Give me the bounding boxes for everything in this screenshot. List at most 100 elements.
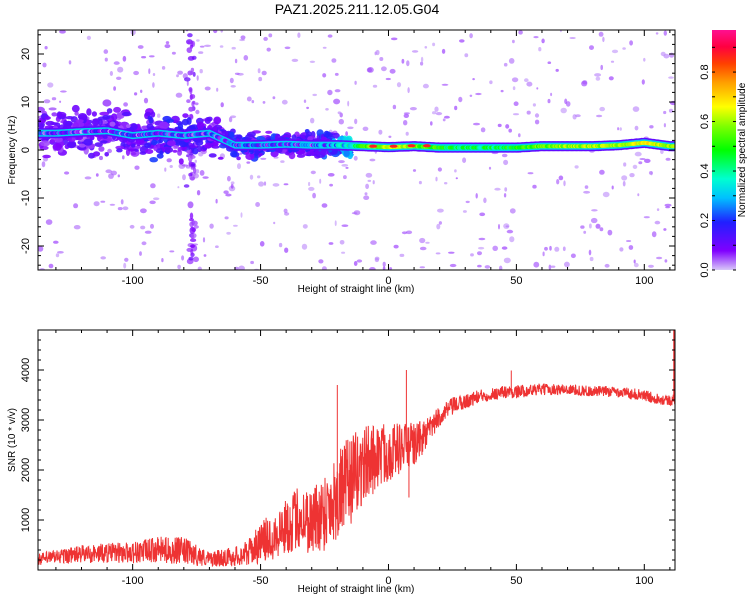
signal-blob — [57, 111, 67, 118]
noise-blob — [560, 107, 567, 114]
noise-blob — [182, 174, 186, 181]
noise-blob — [367, 179, 372, 182]
snr-ticks — [38, 329, 675, 570]
stripe-blob — [189, 221, 194, 228]
snr-y-tick-labels: 1000 2000 3000 4000 — [20, 358, 32, 532]
noise-blob — [197, 266, 202, 270]
noise-blob — [353, 210, 361, 216]
noise-blob — [109, 203, 116, 206]
signal-blob — [99, 155, 103, 161]
noise-blob — [255, 202, 260, 207]
noise-blob — [526, 110, 531, 115]
x-tick-label: -100 — [122, 575, 144, 587]
noise-blob — [589, 45, 594, 50]
noise-blob — [501, 246, 508, 250]
noise-blob — [176, 74, 179, 78]
y-tick-label: 10 — [20, 96, 32, 108]
noise-blob — [194, 159, 197, 163]
noise-blob — [462, 157, 467, 163]
noise-blob — [113, 61, 120, 65]
x-tick-label: 0 — [385, 575, 391, 587]
noise-blob — [503, 193, 507, 198]
noise-blob — [435, 112, 443, 116]
signal-blob — [343, 149, 350, 157]
noise-blob — [503, 223, 510, 229]
noise-blob — [230, 115, 237, 119]
noise-blob — [322, 46, 327, 49]
noise-blob — [443, 115, 450, 119]
snr-panel: -100 -50 0 50 100 1000 2000 3000 4000 Height of… — [7, 329, 676, 595]
noise-blob — [643, 57, 646, 62]
noise-blob — [422, 83, 429, 89]
noise-blob — [432, 42, 436, 47]
x-tick-label: 50 — [510, 275, 522, 287]
noise-blob — [177, 70, 184, 75]
stripe-blob — [189, 88, 193, 95]
noise-blob — [534, 113, 540, 118]
signal-blob — [257, 152, 263, 157]
signal-blob — [314, 150, 321, 156]
noise-blob — [626, 240, 632, 242]
noise-blob — [153, 197, 160, 201]
noise-blob — [382, 266, 386, 270]
noise-blob — [161, 66, 166, 70]
noise-blob — [489, 80, 493, 85]
noise-blob — [558, 175, 564, 181]
noise-blob — [339, 240, 345, 245]
noise-blob — [303, 99, 307, 103]
noise-blob — [555, 68, 559, 72]
noise-blob — [328, 242, 334, 245]
noise-blob — [389, 68, 396, 74]
noise-blob — [283, 183, 289, 186]
noise-blob — [559, 30, 562, 33]
noise-blob — [319, 178, 322, 184]
colorbar-tick-label: 0.8 — [699, 64, 711, 79]
signal-blob — [319, 149, 329, 156]
signal-blob — [229, 131, 235, 139]
noise-blob — [541, 38, 545, 44]
noise-blob — [144, 230, 152, 234]
noise-blob — [199, 170, 205, 176]
noise-blob — [181, 255, 185, 261]
signal-blob — [307, 136, 313, 141]
noise-blob — [123, 262, 127, 269]
noise-blob — [411, 50, 419, 53]
noise-blob — [669, 52, 675, 58]
snr-series-line — [38, 383, 675, 567]
noise-blob — [479, 212, 486, 217]
noise-blob — [369, 267, 376, 270]
spectrogram-heatmap — [38, 30, 675, 270]
noise-blob — [228, 116, 233, 123]
noise-blob — [459, 39, 465, 43]
noise-blob — [43, 99, 51, 104]
noise-blob — [284, 247, 289, 253]
noise-blob — [223, 190, 229, 194]
noise-blob — [634, 125, 639, 131]
noise-blob — [401, 58, 405, 64]
noise-blob — [492, 245, 499, 251]
noise-blob — [353, 155, 358, 161]
noise-blob — [532, 103, 537, 107]
noise-blob — [272, 96, 276, 100]
noise-blob — [204, 86, 211, 91]
noise-blob — [189, 176, 195, 181]
noise-blob — [633, 262, 639, 268]
noise-blob — [399, 253, 405, 257]
noise-blob — [164, 167, 167, 172]
noise-blob — [234, 58, 238, 64]
noise-blob — [498, 223, 500, 230]
noise-blob — [215, 198, 218, 204]
signal-blob — [246, 131, 256, 138]
noise-blob — [257, 175, 261, 179]
noise-blob — [405, 131, 409, 136]
noise-blob — [441, 48, 446, 54]
noise-blob — [93, 201, 100, 207]
noise-blob — [86, 35, 91, 41]
noise-blob — [599, 106, 605, 112]
noise-blob — [329, 183, 333, 187]
noise-blob — [100, 256, 106, 260]
stripe-blob — [190, 233, 197, 239]
signal-blob — [75, 119, 84, 123]
noise-blob — [362, 126, 369, 131]
noise-blob — [570, 253, 576, 259]
